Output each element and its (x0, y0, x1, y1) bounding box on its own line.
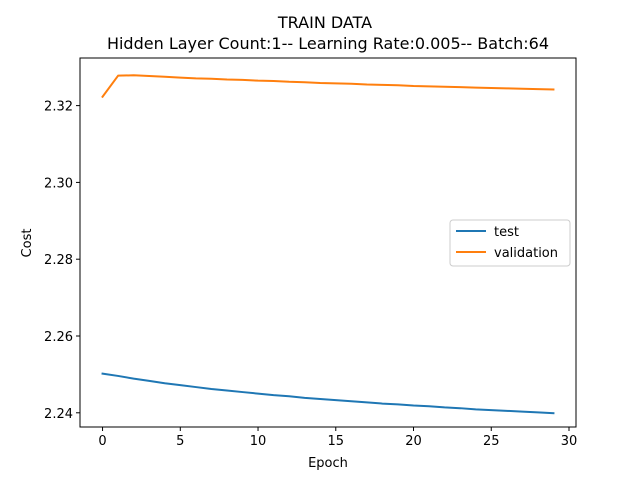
y-tick-label: 2.30 (44, 176, 73, 191)
y-axis-label: Cost (20, 229, 35, 258)
x-tick-label: 10 (250, 434, 267, 449)
y-tick-label: 2.28 (44, 253, 73, 268)
y-tick-label: 2.24 (44, 407, 73, 422)
x-axis-ticks: 0 5 10 15 20 25 30 (98, 427, 577, 449)
series-line-validation (101, 74, 555, 99)
chart-subtitle: Hidden Layer Count:1-- Learning Rate:0.0… (107, 34, 549, 53)
legend-label-validation: validation (494, 246, 558, 261)
x-tick-label: 25 (483, 434, 500, 449)
x-tick-label: 30 (561, 434, 578, 449)
plot-frame (79, 57, 577, 428)
x-tick-label: 15 (328, 434, 345, 449)
x-axis-label: Epoch (308, 456, 348, 471)
y-axis-ticks: 2.24 2.26 2.28 2.30 2.32 (44, 100, 80, 422)
x-tick-label: 0 (98, 434, 106, 449)
chart-title: TRAIN DATA (277, 13, 372, 32)
x-tick-label: 20 (405, 434, 422, 449)
y-tick-label: 2.26 (44, 330, 73, 345)
y-tick-label: 2.32 (44, 100, 73, 115)
legend: test validation (449, 219, 571, 267)
series-line-test (101, 372, 555, 415)
x-tick-label: 5 (176, 434, 184, 449)
legend-label-test: test (494, 225, 519, 240)
series-lines (101, 74, 555, 415)
